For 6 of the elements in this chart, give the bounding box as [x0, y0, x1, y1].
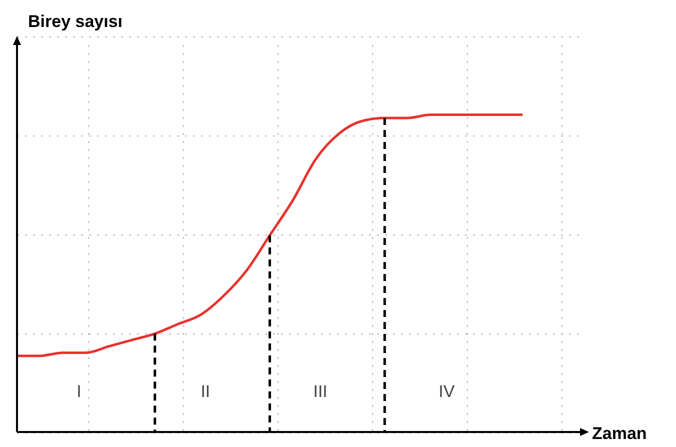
annotation: IV	[438, 382, 456, 401]
annotation: III	[313, 382, 328, 401]
annotation: I	[76, 382, 82, 401]
annotation: II	[200, 382, 210, 401]
x-axis-title: Zaman	[592, 424, 647, 444]
y-axis-title: Birey sayısı	[28, 12, 123, 32]
